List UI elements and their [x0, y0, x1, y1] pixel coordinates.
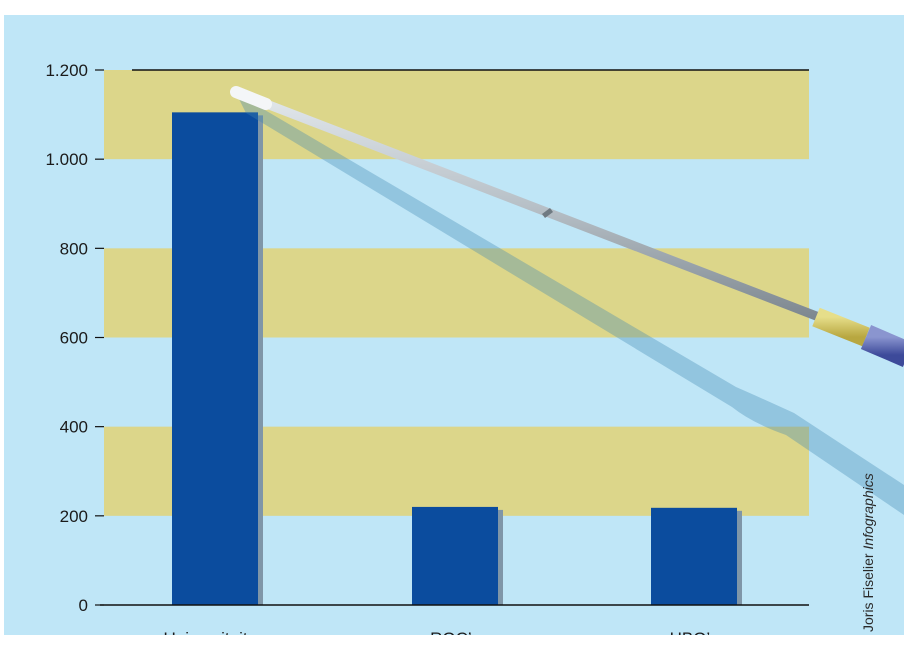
pointer-handle [860, 325, 904, 367]
x-tick-label-0: Universiteiten [164, 629, 267, 635]
pointer-ferrule [812, 307, 870, 347]
bar-1 [412, 506, 498, 605]
y-tick-label-1: 200 [60, 507, 88, 526]
credit-author: Joris Fiselier [860, 553, 876, 632]
pointer-shadow [236, 93, 904, 515]
pointer-rod [233, 88, 829, 324]
credit-label: Joris Fiselier Infographics [860, 473, 876, 632]
bar-0 [172, 112, 258, 606]
bar-2 [651, 507, 737, 605]
x-tick-label-1: ROC’s [430, 629, 480, 635]
y-tick-label-5: 1.000 [45, 150, 88, 169]
chart-panel: Universiteiten ROC’s HBO’s 0 200 400 600 800 1.0… [4, 15, 904, 635]
x-tick-label-2: HBO’s [670, 629, 719, 635]
bar-chart: Universiteiten ROC’s HBO’s 0 200 400 600 800 1.0… [45, 61, 904, 635]
credit-agency: Infographics [860, 473, 876, 550]
y-tick-label-6: 1.200 [45, 61, 88, 80]
y-tick-label-2: 400 [60, 418, 88, 437]
y-tick-label-4: 800 [60, 239, 88, 258]
pointer-stick-illustration [230, 86, 904, 515]
pointer-rod-joint [542, 208, 553, 218]
y-tick-label-0: 0 [79, 596, 88, 615]
pointer-tip [230, 86, 272, 110]
y-tick-label-3: 600 [60, 329, 88, 348]
